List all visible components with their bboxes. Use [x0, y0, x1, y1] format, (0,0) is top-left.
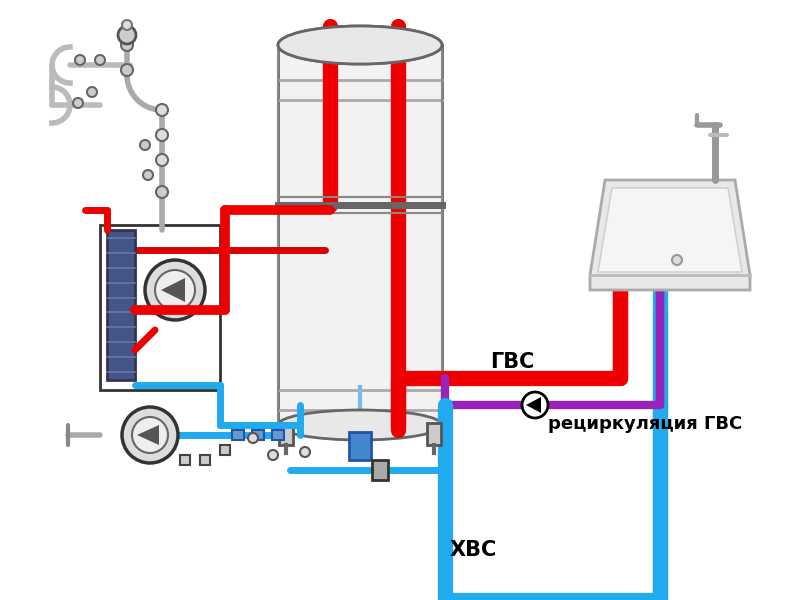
Circle shape [156, 186, 168, 198]
Bar [349, 432, 371, 460]
Text: ГВС: ГВС [490, 352, 534, 372]
Polygon shape [526, 397, 541, 413]
Circle shape [155, 270, 195, 310]
Circle shape [118, 26, 136, 44]
Circle shape [248, 433, 258, 443]
Ellipse shape [278, 26, 442, 64]
Circle shape [672, 255, 682, 265]
Circle shape [156, 129, 168, 141]
Polygon shape [161, 278, 185, 302]
Circle shape [300, 447, 310, 457]
Text: ХВС: ХВС [450, 540, 498, 560]
Circle shape [121, 64, 133, 76]
Bar [372, 460, 388, 480]
Circle shape [87, 87, 97, 97]
Polygon shape [137, 425, 159, 445]
Circle shape [522, 392, 548, 418]
Circle shape [143, 170, 153, 180]
Polygon shape [590, 180, 750, 290]
Circle shape [140, 140, 150, 150]
Bar [180, 455, 190, 465]
Text: рециркуляция ГВС: рециркуляция ГВС [548, 415, 742, 433]
Circle shape [156, 154, 168, 166]
Bar [279, 423, 293, 445]
Bar [220, 445, 230, 455]
FancyBboxPatch shape [278, 45, 442, 425]
Bar [272, 430, 284, 440]
Bar [232, 430, 244, 440]
Bar [252, 430, 264, 440]
Polygon shape [598, 188, 742, 272]
Ellipse shape [278, 410, 442, 440]
Bar [107, 230, 135, 380]
Circle shape [268, 450, 278, 460]
Circle shape [156, 104, 168, 116]
Bar [427, 423, 441, 445]
Circle shape [121, 39, 133, 51]
Circle shape [132, 417, 168, 453]
Circle shape [122, 20, 132, 30]
Circle shape [145, 260, 205, 320]
Circle shape [122, 407, 178, 463]
Circle shape [75, 55, 85, 65]
Circle shape [95, 55, 105, 65]
Circle shape [73, 98, 83, 108]
Bar [200, 455, 210, 465]
Ellipse shape [278, 26, 442, 64]
